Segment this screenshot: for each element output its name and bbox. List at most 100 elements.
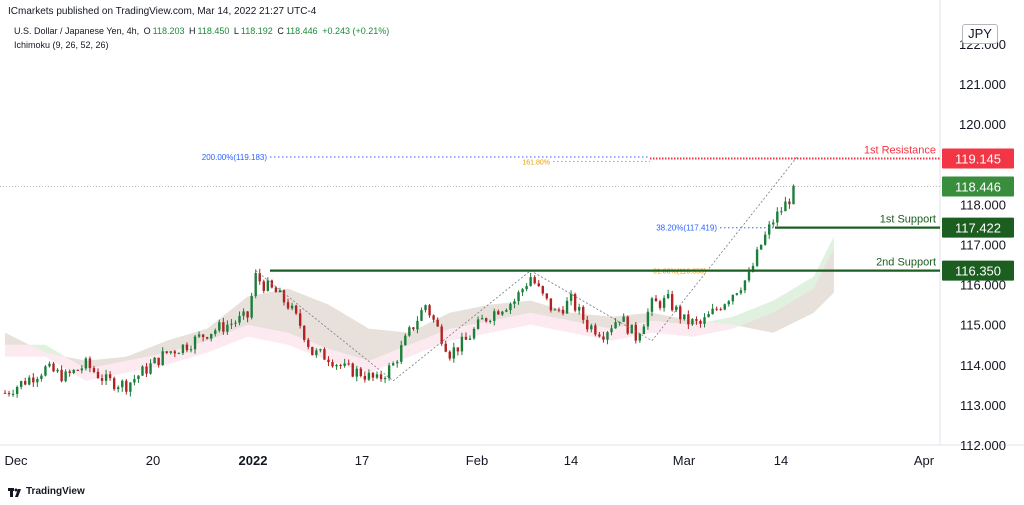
candle-body — [161, 351, 164, 366]
candle-body — [606, 332, 609, 340]
candle-body — [525, 286, 528, 290]
candle-body — [96, 371, 100, 379]
y-tick-label: 120.000 — [959, 117, 1006, 132]
candle-body — [412, 327, 415, 330]
candle-body — [375, 374, 379, 378]
candle-body — [480, 318, 484, 320]
candle-body — [598, 334, 601, 337]
publisher-note: ICmarkets published on TradingView.com, … — [8, 6, 317, 17]
candle-body — [298, 313, 302, 326]
candle-body — [343, 363, 346, 366]
candle-body — [654, 298, 658, 302]
candle-body — [521, 289, 524, 293]
tradingview-logo[interactable]: TradingView — [8, 486, 85, 497]
candle-body — [440, 326, 443, 344]
tradingview-icon — [8, 487, 21, 497]
candle-body — [452, 347, 456, 359]
candle-body — [319, 349, 322, 351]
candle-body — [189, 349, 193, 351]
candle-body — [48, 363, 51, 367]
candle-body — [594, 325, 597, 335]
candle-body — [768, 224, 771, 235]
level-price-tag — [942, 260, 1014, 281]
candle-body — [432, 315, 435, 320]
candle-body — [379, 374, 383, 380]
candle-body — [230, 323, 233, 325]
candle-body — [626, 316, 629, 334]
x-tick-label: 2022 — [239, 453, 268, 468]
candle-body — [242, 311, 245, 316]
candle-body — [205, 337, 209, 339]
candle-body — [44, 366, 47, 376]
candle-body — [294, 305, 298, 314]
candle-body — [614, 322, 617, 329]
candle-body — [347, 363, 350, 365]
x-tick-label: 14 — [774, 453, 788, 468]
candle-body — [68, 371, 71, 373]
candle-body — [193, 336, 197, 350]
symbol-name: U.S. Dollar / Japanese Yen, 4h, — [14, 26, 140, 36]
candle-body — [642, 326, 646, 335]
candle-body — [254, 273, 257, 296]
candle-body — [723, 304, 726, 310]
candle-body — [416, 320, 419, 330]
candle-body — [695, 319, 698, 321]
candle-body — [772, 222, 775, 225]
x-tick-label: Feb — [466, 453, 488, 468]
candle-body — [238, 315, 241, 323]
candles — [3, 184, 795, 398]
candle-body — [545, 293, 549, 299]
candle-body — [169, 351, 172, 353]
indicator-legend[interactable]: Ichimoku (9, 26, 52, 26) — [14, 40, 109, 50]
candle-body — [149, 363, 152, 374]
candle-body — [489, 320, 492, 322]
fib-618-label: 61.80%(116.353) — [653, 268, 706, 275]
price-chart[interactable]: 200.00%(119.183) 161.80% 38.20%(117.419) 61… — [0, 0, 1024, 480]
candle-body — [367, 372, 371, 380]
candle-body — [3, 392, 7, 394]
ohlc-values: O 118.203 H 118.450 L 118.192 C 118.446 +0.2… — [142, 26, 390, 36]
candle-body — [222, 322, 225, 332]
last-price-tag-label: 118.446 — [955, 180, 1001, 195]
candle-body — [444, 343, 447, 352]
candle-body — [719, 309, 722, 311]
candle-body — [666, 294, 670, 299]
level-price-tag — [942, 217, 1014, 238]
candle-body — [683, 314, 686, 320]
grid — [0, 0, 1024, 446]
candle-body — [371, 372, 375, 378]
candle-body — [493, 311, 496, 321]
candle-body — [60, 369, 63, 382]
close-value: 118.446 — [285, 26, 318, 36]
candle-body — [258, 273, 261, 282]
symbol-legend[interactable]: U.S. Dollar / Japanese Yen, 4h, O 118.203… — [14, 26, 389, 36]
candle-body — [699, 320, 702, 324]
candle-body — [731, 294, 735, 302]
low-label: L — [233, 26, 239, 36]
time-axis[interactable]: Dec 20 2022 17 Feb 14 Mar 14 Apr — [4, 453, 934, 468]
low-value: 118.192 — [240, 26, 273, 36]
candle-body — [464, 336, 468, 340]
currency-badge[interactable]: JPY — [962, 24, 998, 44]
candle-body — [658, 301, 662, 308]
change-value: +0.243 (+0.21%) — [322, 26, 390, 36]
x-tick-label: Dec — [4, 453, 28, 468]
candle-body — [28, 377, 31, 385]
candle-body — [11, 393, 15, 395]
candle-body — [129, 382, 132, 392]
candle-body — [112, 378, 116, 390]
candle-body — [311, 346, 314, 356]
candle-body — [157, 357, 160, 366]
candle-body — [424, 305, 427, 311]
pattern-line — [530, 270, 653, 342]
price-axis[interactable]: 122.000121.000120.000118.000117.000116.0… — [959, 37, 1006, 453]
candle-body — [707, 314, 710, 318]
candle-body — [363, 375, 367, 380]
candle-body — [226, 324, 229, 332]
candle-body — [323, 349, 326, 360]
candle-body — [396, 361, 399, 364]
candle-body — [513, 301, 516, 304]
candle-body — [533, 277, 536, 284]
candle-body — [92, 368, 96, 372]
y-tick-label: 113.000 — [960, 398, 1006, 413]
